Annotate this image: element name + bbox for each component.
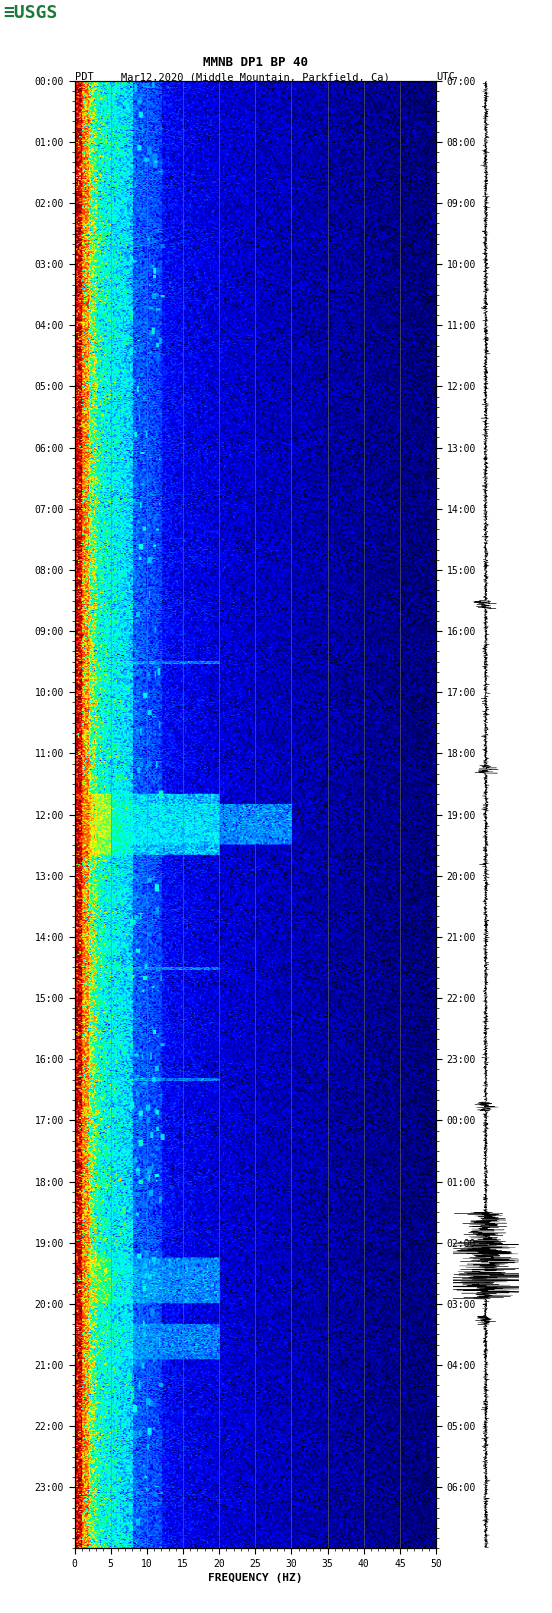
Text: UTC: UTC (436, 73, 455, 82)
Text: PDT: PDT (75, 73, 94, 82)
X-axis label: FREQUENCY (HZ): FREQUENCY (HZ) (208, 1573, 302, 1582)
Text: Mar12,2020 (Middle Mountain, Parkfield, Ca): Mar12,2020 (Middle Mountain, Parkfield, … (121, 73, 390, 82)
Text: ≡USGS: ≡USGS (3, 5, 57, 23)
Text: MMNB DP1 BP 40: MMNB DP1 BP 40 (203, 55, 308, 69)
